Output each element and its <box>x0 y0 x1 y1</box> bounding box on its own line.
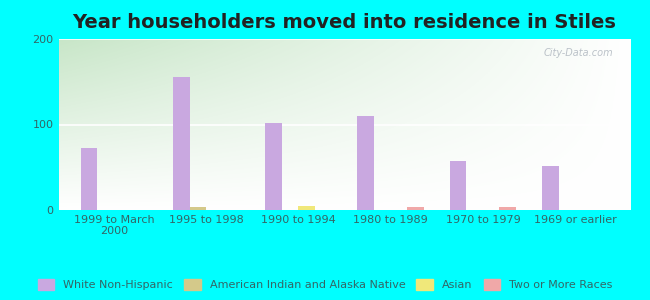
Title: Year householders moved into residence in Stiles: Year householders moved into residence i… <box>73 13 616 32</box>
Bar <box>542 166 558 210</box>
Bar <box>450 161 466 210</box>
Bar <box>358 116 374 210</box>
Text: City-Data.com: City-Data.com <box>543 47 614 58</box>
Bar <box>408 207 424 210</box>
Bar <box>81 148 98 210</box>
Bar <box>298 206 315 210</box>
Legend: White Non-Hispanic, American Indian and Alaska Native, Asian, Two or More Races: White Non-Hispanic, American Indian and … <box>33 274 617 294</box>
Bar <box>190 207 206 210</box>
Bar <box>265 123 281 210</box>
Bar <box>173 77 190 210</box>
Bar <box>499 207 516 210</box>
